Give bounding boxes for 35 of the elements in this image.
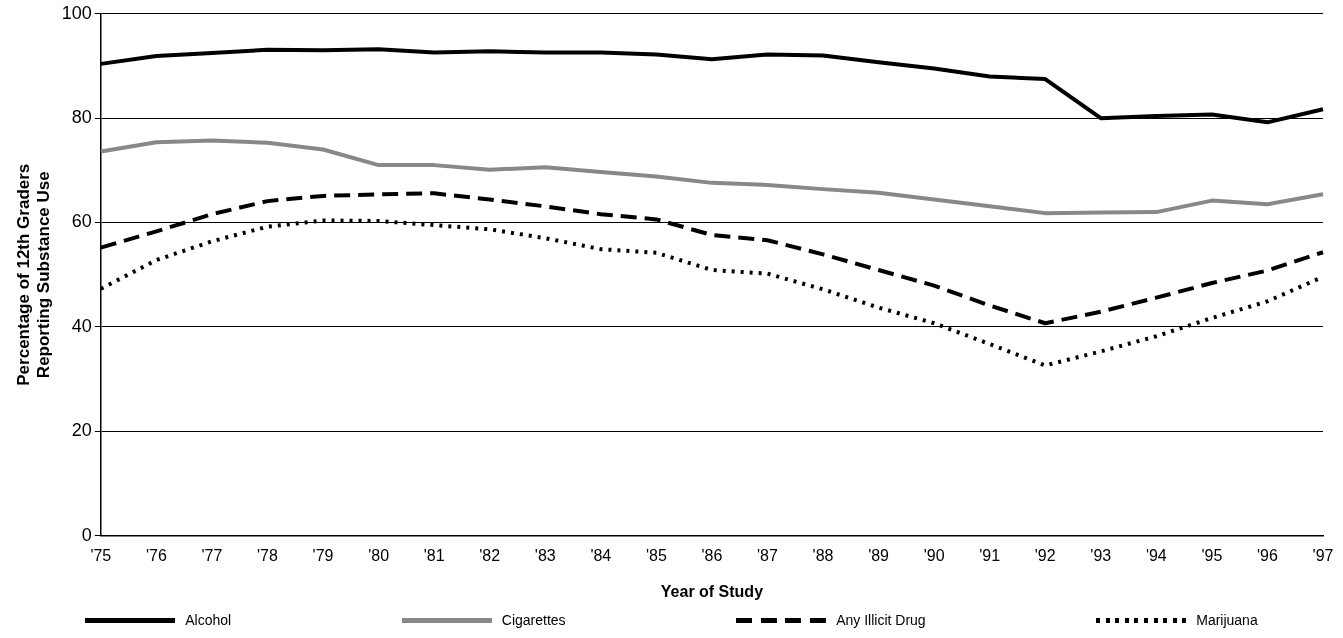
legend-label: Cigarettes [501, 612, 566, 628]
x-tick-label: '83 [534, 546, 556, 564]
legend-label: Marijuana [1196, 612, 1258, 628]
x-tick-label: '78 [257, 546, 279, 564]
y-tick-label: 100 [61, 2, 92, 23]
y-tick-label: 0 [81, 524, 92, 545]
y-tick-label: 80 [71, 107, 92, 128]
x-tick-label: '90 [923, 546, 945, 564]
y-tick-label: 60 [71, 211, 92, 232]
x-tick-label: '77 [201, 546, 223, 564]
x-tick-label: '79 [312, 546, 334, 564]
x-tick-label: '97 [1312, 546, 1334, 564]
x-tick-label: '96 [1257, 546, 1278, 564]
y-axis-title: Percentage of 12th Graders Reporting Substance Use [13, 163, 54, 386]
x-tick-label: '94 [1145, 546, 1167, 564]
x-tick-label: '76 [145, 546, 167, 564]
x-tick-label: '88 [812, 546, 834, 564]
x-tick-label: '85 [645, 546, 667, 564]
x-tick-label: '89 [868, 546, 890, 564]
x-tick-label: '80 [368, 546, 390, 564]
x-tick-label: '95 [1201, 546, 1223, 564]
y-tick-label: 20 [71, 420, 92, 441]
x-tick-label: '91 [979, 546, 1001, 564]
x-tick-label: '84 [590, 546, 612, 564]
x-tick-label: '75 [90, 546, 112, 564]
y-tick-label: 40 [71, 315, 92, 336]
x-tick-label: '87 [757, 546, 778, 564]
x-tick-label: '93 [1090, 546, 1112, 564]
x-tick-label: '86 [701, 546, 723, 564]
x-tick-label: '92 [1034, 546, 1056, 564]
x-tick-label: '82 [479, 546, 501, 564]
legend-label: Alcohol [185, 612, 232, 628]
x-tick-label: '81 [423, 546, 445, 564]
x-axis-title: Year of Study [660, 582, 764, 600]
legend-label: Any Illicit Drug [836, 612, 926, 628]
